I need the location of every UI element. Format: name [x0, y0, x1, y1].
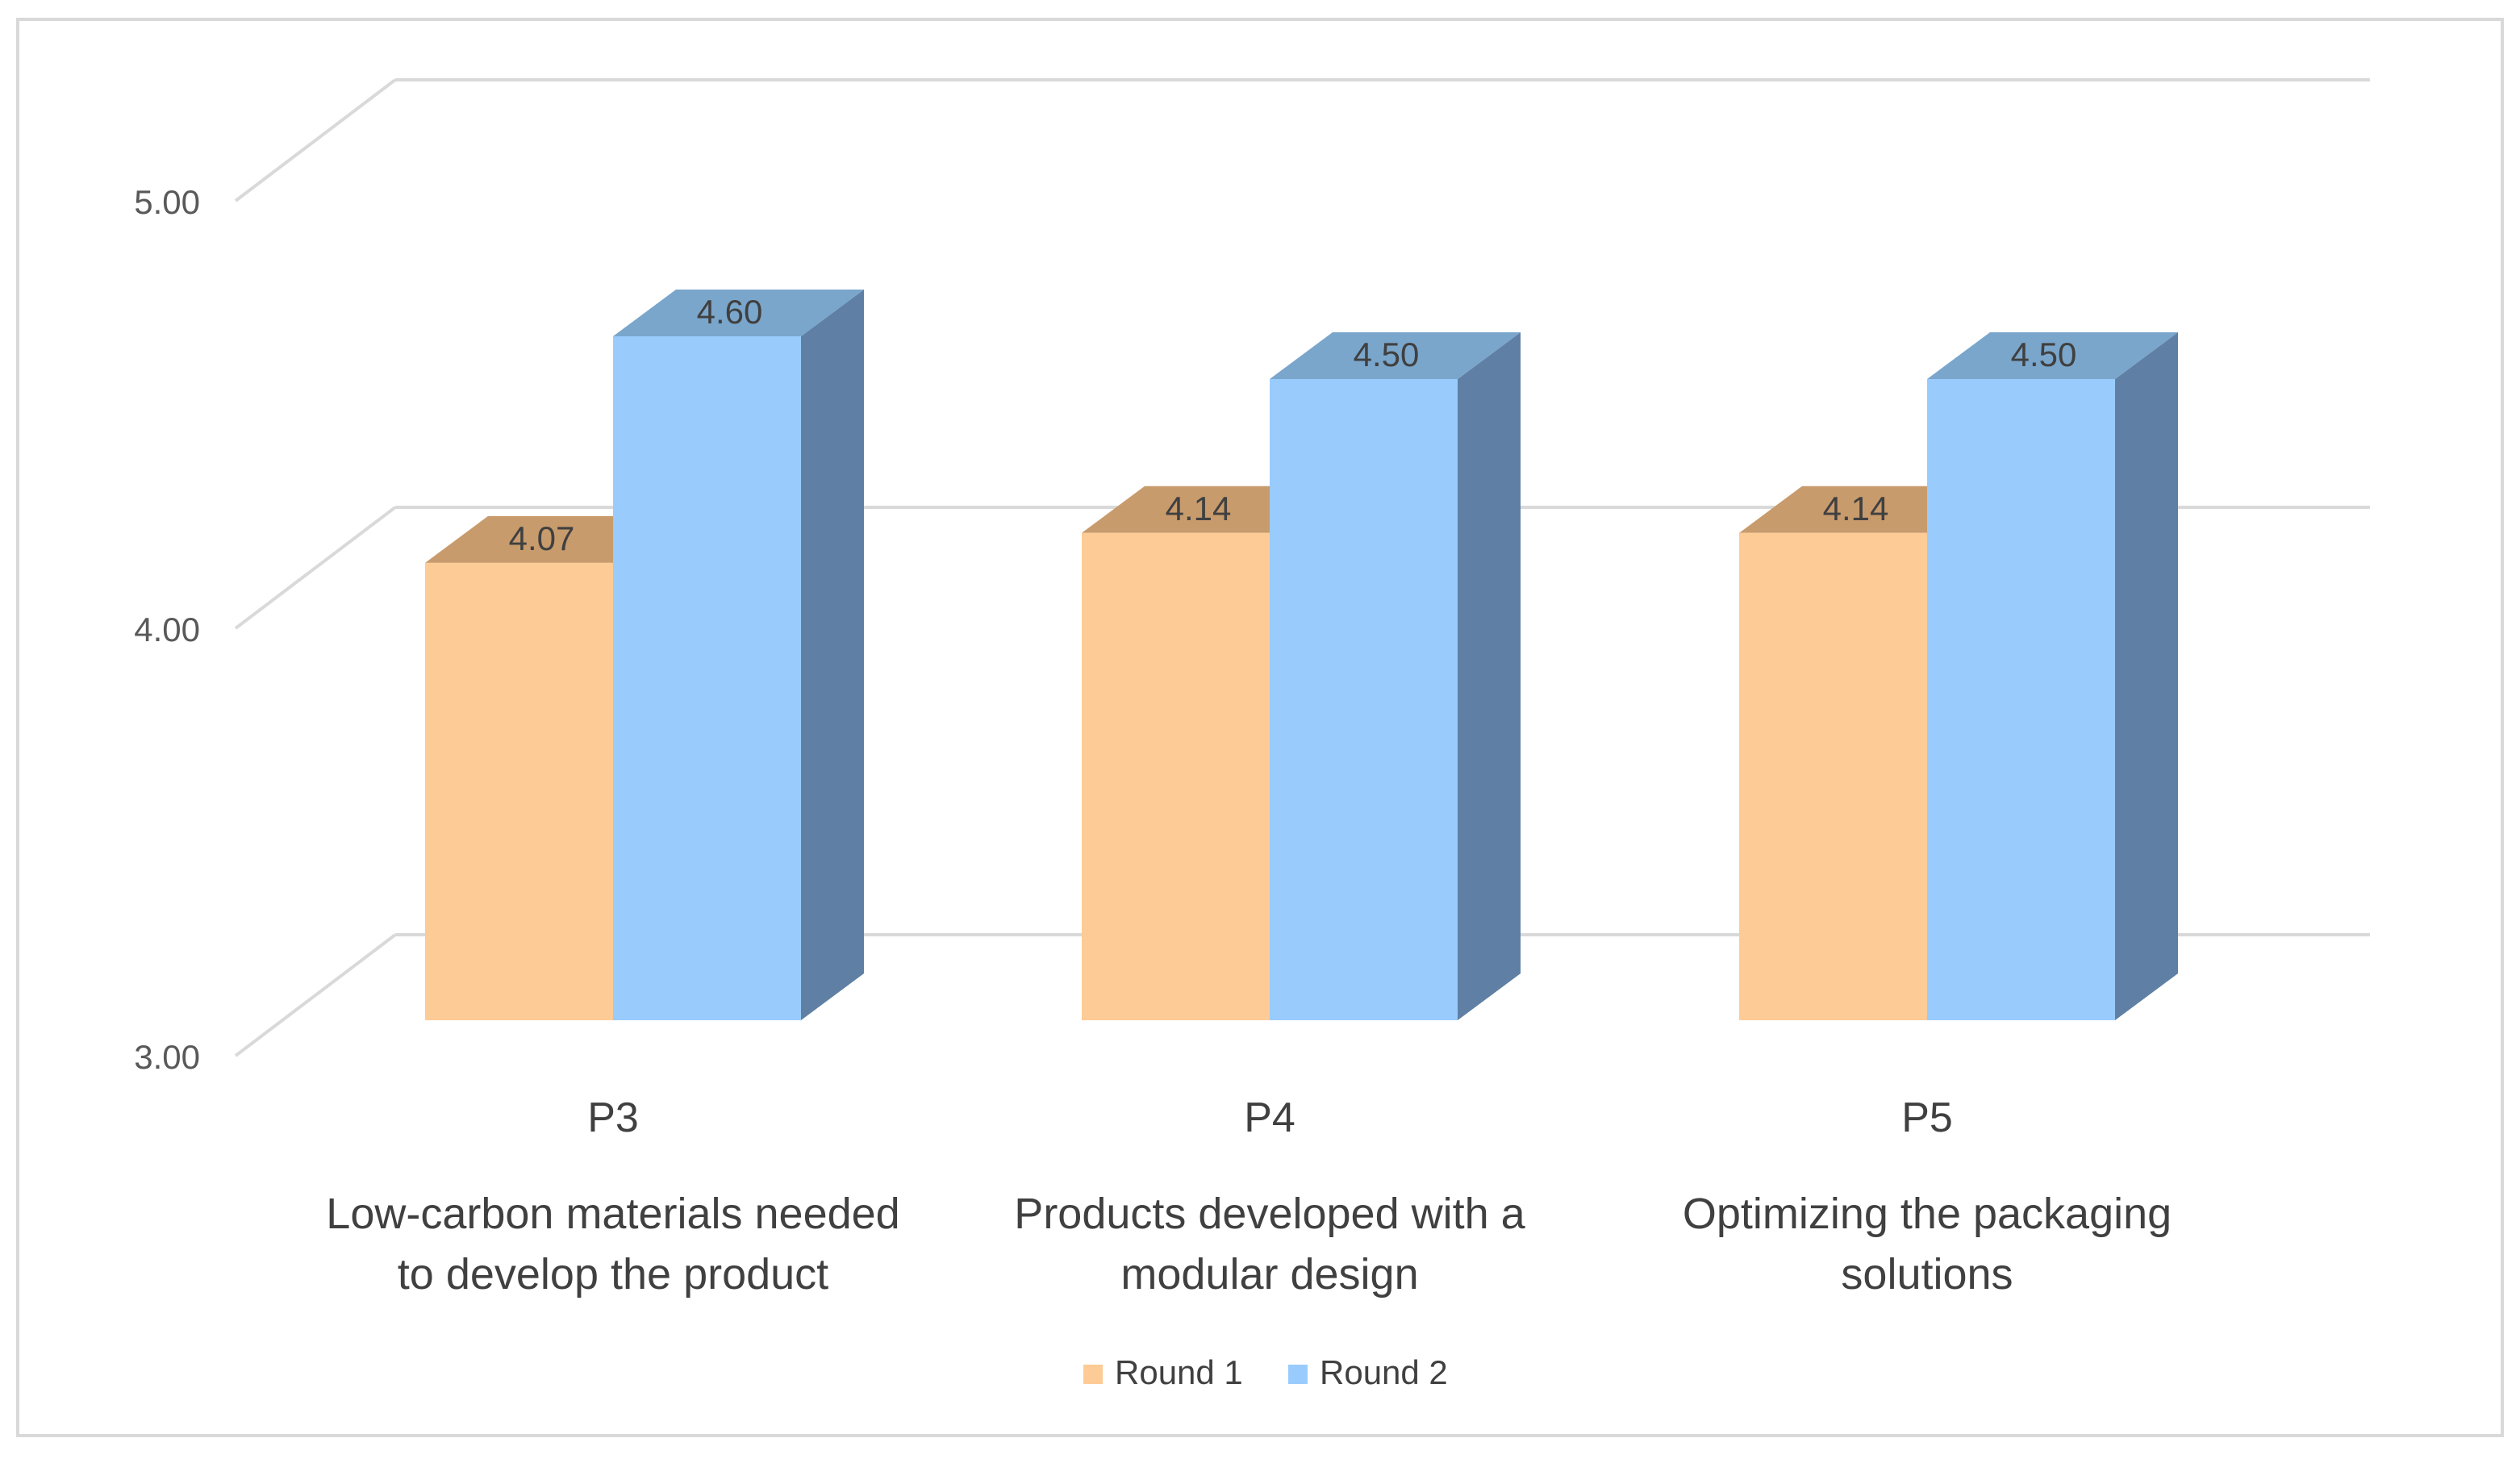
category-label-line: modular design: [1120, 1250, 1418, 1299]
bar-round-2-p3: [613, 290, 864, 1020]
category-label-line: Low-carbon materials needed: [326, 1190, 899, 1238]
legend-label-round-2: Round 2: [1320, 1353, 1448, 1391]
y-tick-label: 3.00: [134, 1038, 200, 1076]
category-label-line: to develop the product: [398, 1250, 828, 1299]
legend-swatch-round-2: [1288, 1365, 1308, 1384]
category-label-line: solutions: [1841, 1250, 2013, 1299]
bar-front: [425, 562, 613, 1020]
data-label: 4.07: [509, 519, 575, 557]
gridline-diagonal: [234, 506, 397, 630]
data-label: 4.14: [1166, 490, 1232, 527]
bar-front: [1082, 532, 1270, 1020]
y-tick-label: 4.00: [134, 611, 200, 648]
category-label-line: Optimizing the packaging: [1683, 1190, 2172, 1238]
bar-top: [1270, 332, 1521, 379]
category-code-p5: P5: [1901, 1094, 1953, 1141]
bar-top: [613, 290, 864, 336]
category-code-p3: P3: [587, 1094, 639, 1141]
bar-front: [1270, 379, 1458, 1020]
y-axis: 3.00 4.00 5.00: [134, 183, 200, 1076]
category-label-line: Products developed with a: [1014, 1190, 1525, 1238]
category-code-p4: P4: [1244, 1094, 1295, 1141]
bar-front: [1927, 379, 2115, 1020]
legend-label-round-1: Round 1: [1115, 1353, 1243, 1391]
bar-round-2-p4: [1270, 332, 1521, 1020]
category-axis: P3 Low-carbon materials needed to develop …: [326, 1094, 2172, 1299]
bar-round-2-p5: [1927, 332, 2178, 1020]
bar-side: [1458, 332, 1521, 1020]
data-label: 4.14: [1823, 490, 1889, 527]
gridline-diagonal: [234, 933, 397, 1057]
gridline-diagonal: [234, 78, 397, 202]
bar-front: [613, 336, 801, 1020]
legend: Round 1 Round 2: [1083, 1353, 1448, 1391]
data-label: 4.60: [697, 293, 763, 331]
y-tick-label: 5.00: [134, 183, 200, 221]
bars: [425, 290, 2178, 1020]
legend-swatch-round-1: [1083, 1365, 1103, 1384]
bar-side: [801, 290, 864, 1020]
bar-side: [2115, 332, 2178, 1020]
data-label: 4.50: [2011, 336, 2077, 373]
bar-front: [1739, 532, 1927, 1020]
data-label: 4.50: [1354, 336, 1420, 373]
data-labels: 4.07 4.60 4.14 4.50 4.14 4.50: [509, 293, 2077, 557]
bar-top: [1927, 332, 2178, 379]
